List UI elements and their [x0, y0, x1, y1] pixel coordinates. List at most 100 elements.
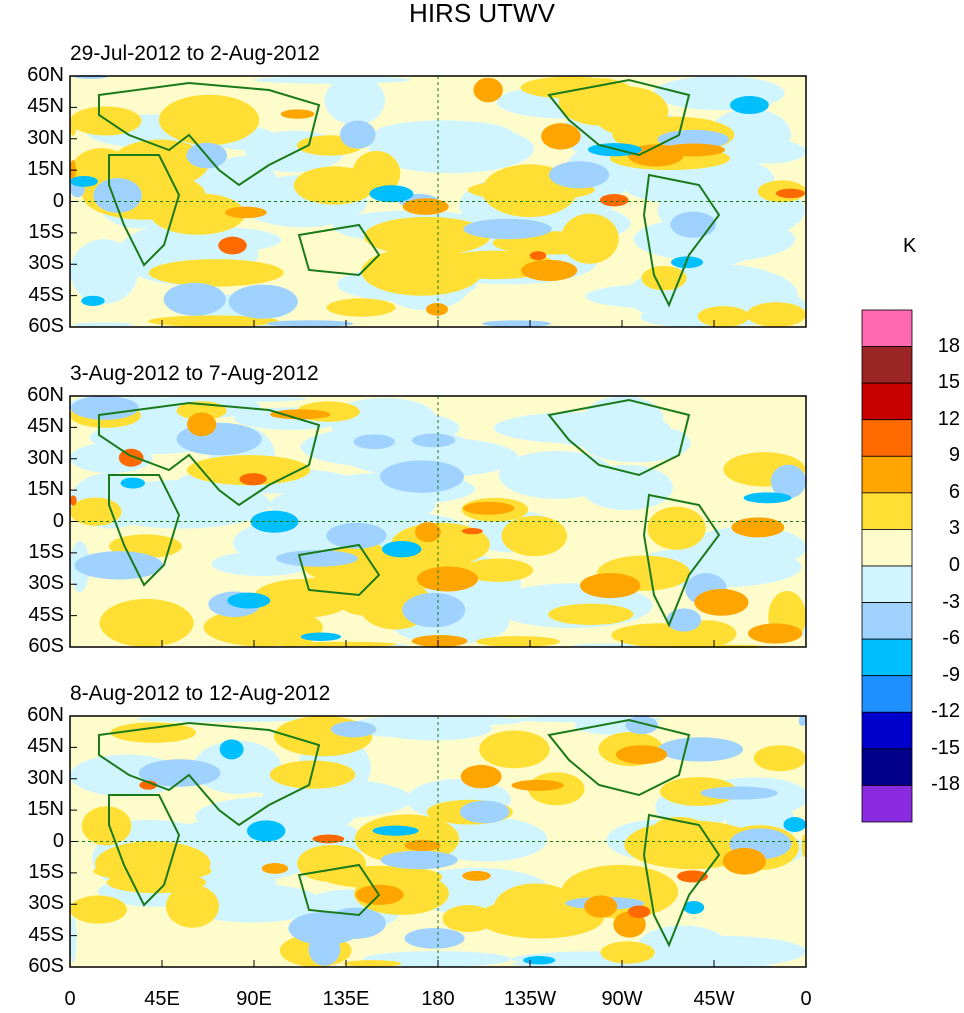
y-tick-label: 30S	[28, 252, 64, 275]
coastline	[98, 81, 321, 187]
coastline	[297, 543, 381, 597]
anomaly-contour	[297, 844, 366, 883]
anomaly-contour	[288, 641, 398, 647]
y-tick-label: 45N	[27, 95, 64, 118]
y-tick-label: 45N	[27, 415, 64, 438]
anomaly-contour	[700, 786, 778, 800]
anomaly-contour	[615, 745, 668, 765]
anomaly-contour	[148, 259, 284, 287]
anomaly-contour	[326, 298, 396, 317]
anomaly-contour	[90, 479, 271, 529]
anomaly-contour	[463, 501, 515, 515]
anomaly-contour	[246, 820, 286, 842]
coastline	[642, 813, 721, 948]
anomaly-contour	[801, 834, 806, 857]
y-tick-label: 45S	[28, 603, 64, 626]
anomaly-contour	[407, 596, 439, 625]
anomaly-contour	[600, 941, 655, 964]
anomaly-contour	[343, 960, 402, 967]
anomaly-contour	[276, 550, 358, 567]
anomaly-contour	[363, 216, 491, 256]
coastline	[108, 794, 181, 907]
coastline	[98, 401, 321, 507]
anomaly-contour	[462, 870, 491, 881]
colorbar-label: 6	[948, 480, 960, 503]
anomaly-contour	[415, 522, 441, 543]
anomaly-contour	[730, 96, 769, 115]
anomaly-contour	[417, 566, 478, 592]
anomaly-contour	[381, 541, 422, 558]
anomaly-contour	[70, 895, 127, 924]
anomaly-contour	[380, 460, 464, 493]
colorbar-units: K	[903, 235, 917, 257]
anomaly-contour	[459, 800, 510, 824]
anomaly-contour	[775, 188, 805, 199]
colorbar-box	[861, 748, 913, 786]
anomaly-contour	[81, 295, 105, 307]
anomaly-contour	[627, 905, 651, 919]
coastline	[98, 721, 321, 827]
anomaly-contour	[326, 522, 387, 549]
anomaly-contour	[798, 716, 807, 726]
coastline	[642, 493, 721, 628]
anomaly-contour	[561, 864, 679, 919]
anomaly-contour	[411, 433, 456, 448]
y-tick-label: 60N	[27, 704, 64, 726]
anomaly-contour	[261, 863, 289, 874]
anomaly-contour	[312, 834, 345, 844]
anomaly-contour	[388, 716, 524, 726]
anomaly-contour	[599, 193, 629, 207]
anomaly-contour	[548, 161, 610, 189]
colorbar-box	[861, 455, 913, 494]
panel-title: 3-Aug-2012 to 7-Aug-2012	[70, 362, 319, 385]
figure-title: HIRS UTWV	[409, 0, 555, 28]
colorbar-box	[861, 638, 913, 677]
anomaly-contour	[541, 123, 581, 150]
colorbar-label: 12	[937, 407, 960, 430]
anomaly-contour	[203, 607, 323, 647]
anomaly-contour	[372, 825, 419, 836]
anomaly-contour	[479, 730, 550, 769]
x-tick-label: 180	[421, 988, 455, 1010]
anomaly-contour	[523, 955, 556, 965]
anomaly-contour	[120, 477, 146, 489]
anomaly-contour	[529, 251, 547, 261]
colorbar-box	[861, 382, 913, 421]
anomaly-contour	[425, 817, 548, 862]
map-panel	[69, 715, 807, 968]
anomaly-contour	[501, 515, 568, 557]
anomaly-contour	[93, 178, 142, 213]
y-tick-label: 45N	[27, 735, 64, 758]
anomaly-contour	[647, 506, 706, 550]
anomaly-contour	[380, 850, 458, 870]
colorbar-box	[861, 492, 913, 530]
colorbar-label: 3	[948, 517, 960, 540]
anomaly-contour	[148, 315, 280, 327]
coastline	[108, 154, 181, 267]
anomaly-contour	[460, 764, 502, 789]
anomaly-contour	[72, 322, 134, 327]
y-tick-label: 60S	[28, 315, 64, 337]
anomaly-contour	[694, 588, 749, 616]
colorbar-label: 15	[937, 371, 960, 394]
anomaly-contour	[743, 492, 792, 504]
anomaly-contour	[228, 284, 298, 319]
colorbar-box	[861, 309, 913, 347]
anomaly-contour	[521, 259, 578, 282]
anomaly-contour	[110, 722, 197, 743]
colorbar-box	[861, 346, 913, 384]
x-tick-label: 135E	[322, 988, 370, 1010]
x-tick-label: 45E	[144, 988, 180, 1010]
colorbar-box	[861, 565, 913, 603]
anomaly-contour	[748, 623, 803, 644]
anomaly-contour	[613, 911, 646, 938]
y-tick-label: 0	[52, 509, 64, 532]
colorbar-box	[861, 602, 913, 640]
panel-title: 29-Jul-2012 to 2-Aug-2012	[70, 42, 320, 65]
y-tick-label: 15N	[27, 798, 64, 821]
y-tick-label: 0	[52, 829, 64, 852]
y-tick-label: 15N	[27, 158, 64, 181]
anomaly-contour	[70, 175, 98, 187]
anomaly-contour	[511, 779, 564, 791]
anomaly-contour	[746, 302, 807, 327]
